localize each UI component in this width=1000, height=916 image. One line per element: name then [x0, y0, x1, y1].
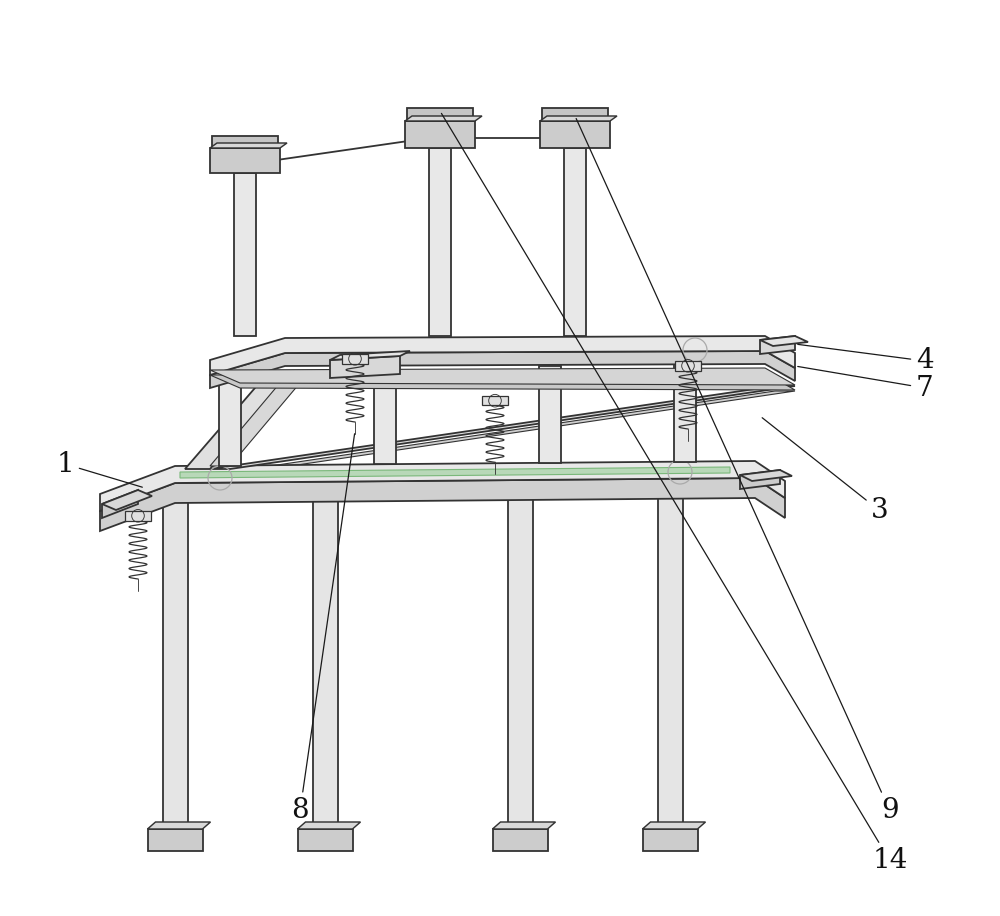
Polygon shape [298, 822, 360, 829]
Bar [125, 511, 151, 520]
Polygon shape [210, 336, 795, 375]
Polygon shape [405, 116, 482, 121]
Polygon shape [210, 386, 795, 469]
Bar [642, 829, 698, 851]
Text: 4: 4 [798, 344, 934, 375]
Polygon shape [642, 822, 706, 829]
Polygon shape [760, 336, 808, 346]
Bar [374, 371, 396, 464]
Bar [508, 476, 532, 829]
Polygon shape [230, 391, 795, 472]
Polygon shape [210, 373, 795, 390]
Bar [540, 121, 610, 148]
Bar [564, 148, 586, 336]
Polygon shape [100, 461, 785, 511]
Text: 1: 1 [56, 451, 142, 487]
Bar [674, 364, 696, 462]
Bar [482, 396, 508, 406]
Bar [234, 173, 256, 336]
Polygon shape [330, 356, 400, 378]
Text: 9: 9 [576, 118, 899, 824]
Polygon shape [210, 351, 795, 388]
Bar [162, 494, 188, 829]
Polygon shape [210, 143, 287, 148]
Text: 7: 7 [798, 366, 934, 401]
Text: 3: 3 [762, 418, 889, 525]
Bar [492, 829, 548, 851]
Polygon shape [102, 490, 138, 518]
Bar [429, 148, 451, 336]
Polygon shape [492, 822, 556, 829]
Bar [658, 474, 682, 829]
Polygon shape [148, 822, 210, 829]
Polygon shape [740, 470, 780, 489]
Polygon shape [540, 116, 617, 121]
Polygon shape [102, 490, 152, 510]
Polygon shape [740, 470, 792, 481]
Text: 14: 14 [441, 114, 908, 875]
Polygon shape [210, 371, 310, 466]
Polygon shape [180, 467, 730, 478]
Bar [342, 354, 368, 364]
Text: 8: 8 [291, 434, 355, 824]
Bar [675, 361, 701, 371]
Polygon shape [185, 374, 292, 469]
Bar [312, 484, 338, 829]
Bar [539, 366, 561, 463]
Bar [542, 108, 608, 121]
Bar [405, 121, 475, 148]
Bar [212, 136, 278, 148]
Bar [148, 829, 203, 851]
Bar [298, 829, 352, 851]
Polygon shape [330, 351, 410, 360]
Polygon shape [100, 478, 785, 531]
Polygon shape [210, 368, 795, 385]
Bar [219, 381, 241, 466]
Bar [407, 108, 473, 121]
Bar [210, 148, 280, 173]
Polygon shape [760, 336, 795, 354]
